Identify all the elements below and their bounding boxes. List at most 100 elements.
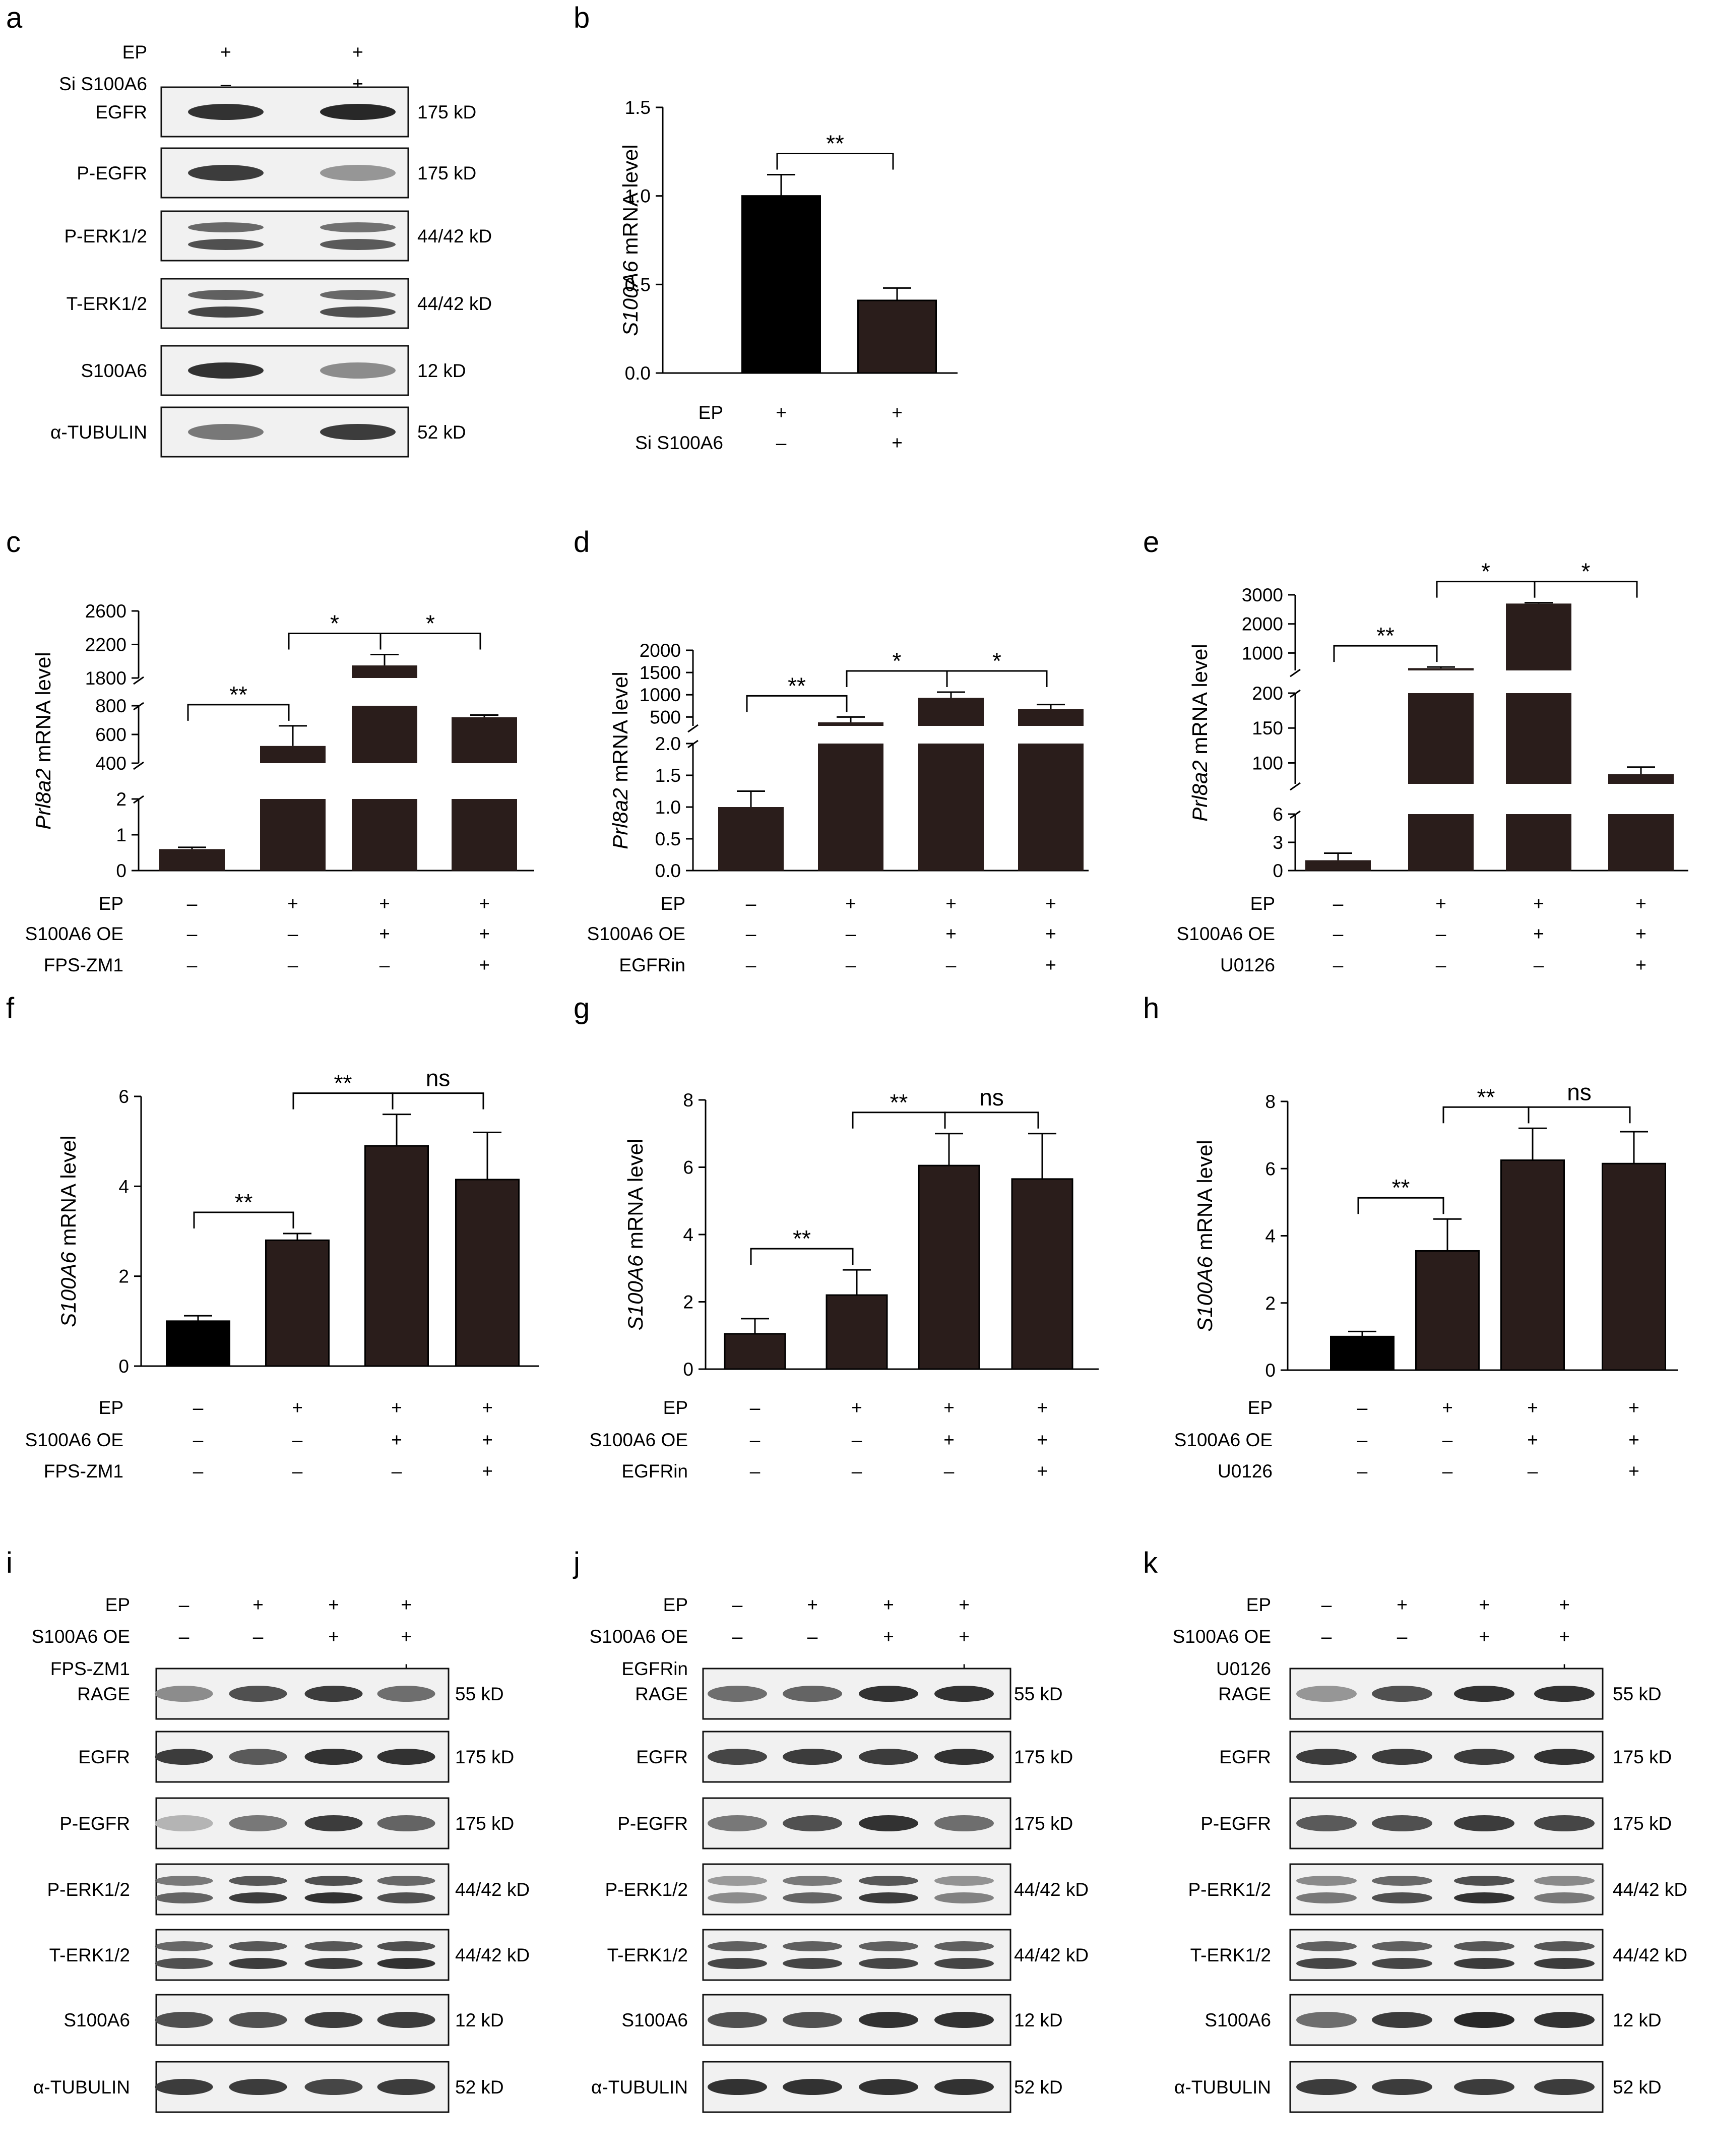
h-condition-mark: – xyxy=(1442,1430,1453,1450)
i-condition-mark: + xyxy=(401,1594,412,1615)
a-band xyxy=(188,222,264,232)
k-size-label: 175 kD xyxy=(1613,1813,1672,1834)
i-protein-label: T-ERK1/2 xyxy=(49,1945,130,1965)
h-significance-bracket xyxy=(1528,1106,1631,1124)
h-condition-label: U0126 xyxy=(1218,1461,1273,1482)
h-condition-mark: + xyxy=(1442,1397,1453,1418)
f-y-label-gene: S100A6 xyxy=(56,1252,80,1327)
c-condition-label: S100A6 OE xyxy=(25,923,123,944)
b-y-tick-label: 1.5 xyxy=(625,97,651,118)
i-band xyxy=(304,2079,363,2095)
d-bar-segment xyxy=(1018,744,1084,871)
j-band xyxy=(708,1958,767,1969)
j-condition-mark: + xyxy=(807,1594,818,1615)
k-band xyxy=(1296,1686,1357,1702)
f-condition-mark: – xyxy=(292,1461,303,1482)
a-size-label: 44/42 kD xyxy=(417,293,492,314)
e-bar-segment xyxy=(1305,860,1371,871)
g-bar xyxy=(724,1333,786,1370)
f-condition-mark: + xyxy=(482,1430,493,1450)
j-condition-mark: – xyxy=(732,1626,743,1647)
j-band xyxy=(859,1958,918,1969)
j-band xyxy=(783,1815,842,1831)
i-band xyxy=(155,1686,213,1702)
h-condition-mark: + xyxy=(1527,1430,1538,1450)
e-condition-mark: + xyxy=(1533,923,1544,944)
a-band xyxy=(188,165,264,181)
d-significance-label: * xyxy=(992,648,1001,674)
i-band xyxy=(155,1876,213,1886)
g-significance-label: ** xyxy=(793,1225,811,1252)
g-condition-mark: – xyxy=(944,1461,955,1482)
g-condition-mark: – xyxy=(852,1461,862,1482)
c-condition-label: EP xyxy=(99,893,123,914)
c-condition-mark: – xyxy=(187,923,198,944)
f-significance-bracket xyxy=(193,1211,294,1228)
g-condition-mark: + xyxy=(943,1430,955,1450)
c-y-tick-label: 2 xyxy=(116,789,126,810)
i-band xyxy=(155,1815,213,1831)
c-bar-segment xyxy=(352,665,417,678)
a-protein-label: T-ERK1/2 xyxy=(67,293,147,314)
k-condition-mark: – xyxy=(1397,1626,1408,1647)
a-band xyxy=(188,239,264,250)
c-y-label-gene: Prl8a2 xyxy=(31,768,55,829)
panel-b: 0.0 0.5 1.0 1.5 S100A6 mRNA level EP + + Si S100… xyxy=(618,97,958,453)
c-y-tick-label: 1800 xyxy=(85,668,126,689)
k-band xyxy=(1296,2079,1357,2095)
e-axis-break-mark xyxy=(1290,782,1301,791)
c-bar-segment xyxy=(159,849,225,871)
j-condition-mark: + xyxy=(959,1594,970,1615)
i-band xyxy=(155,1749,213,1765)
d-y-label-gene: Prl8a2 xyxy=(608,788,632,849)
j-size-label: 175 kD xyxy=(1014,1747,1073,1767)
i-band xyxy=(377,2079,435,2095)
f-significance-label: ** xyxy=(235,1189,253,1215)
d-condition-mark: + xyxy=(945,923,957,944)
i-protein-label: S100A6 xyxy=(64,2010,130,2030)
e-y-tick-label: 0 xyxy=(1273,860,1283,881)
a-condition-mark: + xyxy=(220,42,231,63)
d-bar-segment xyxy=(818,722,883,726)
panel-letter-a: a xyxy=(6,2,23,34)
f-condition-mark: + xyxy=(482,1461,493,1482)
g-condition-mark: – xyxy=(750,1461,761,1482)
i-size-label: 175 kD xyxy=(455,1813,514,1834)
j-band xyxy=(859,1892,918,1903)
k-protein-label: T-ERK1/2 xyxy=(1190,1945,1271,1965)
j-condition-mark: – xyxy=(732,1594,743,1615)
g-condition-mark: + xyxy=(943,1397,955,1418)
j-band xyxy=(783,1892,842,1903)
d-condition-label: S100A6 OE xyxy=(587,923,685,944)
i-band xyxy=(377,2012,435,2028)
k-band xyxy=(1534,1958,1595,1969)
j-size-label: 175 kD xyxy=(1014,1813,1073,1834)
a-band xyxy=(188,424,264,440)
k-protein-label: P-EGFR xyxy=(1200,1813,1271,1834)
g-y-tick-label: 6 xyxy=(683,1157,693,1178)
i-size-label: 52 kD xyxy=(455,2077,504,2098)
k-band xyxy=(1454,1749,1514,1765)
d-condition-label: EGFRin xyxy=(619,955,685,975)
e-condition-label: EP xyxy=(1250,893,1275,914)
a-condition-label: EP xyxy=(122,42,147,63)
c-condition-label: FPS-ZM1 xyxy=(44,955,123,975)
a-condition-mark: + xyxy=(352,42,363,63)
e-condition-mark: – xyxy=(1436,923,1446,944)
e-y-tick-label: 200 xyxy=(1252,683,1283,704)
k-protein-label: P-ERK1/2 xyxy=(1188,1879,1271,1900)
c-condition-mark: – xyxy=(187,955,198,975)
e-y-label-unit: mRNA level xyxy=(1188,644,1212,760)
k-condition-mark: + xyxy=(1397,1594,1408,1615)
i-band xyxy=(229,1686,287,1702)
g-y-tick-label: 0 xyxy=(683,1359,693,1380)
c-y-tick-label: 0 xyxy=(116,860,126,881)
b-condition-label: Si S100A6 xyxy=(635,433,723,453)
f-y-tick-label: 6 xyxy=(118,1086,129,1107)
k-band xyxy=(1296,1941,1357,1951)
i-band xyxy=(377,1876,435,1886)
i-band xyxy=(377,1958,435,1969)
d-y-tick-label: 0.5 xyxy=(655,829,681,849)
b-y-tick-label: 1.0 xyxy=(625,186,651,207)
k-band xyxy=(1296,1876,1357,1886)
